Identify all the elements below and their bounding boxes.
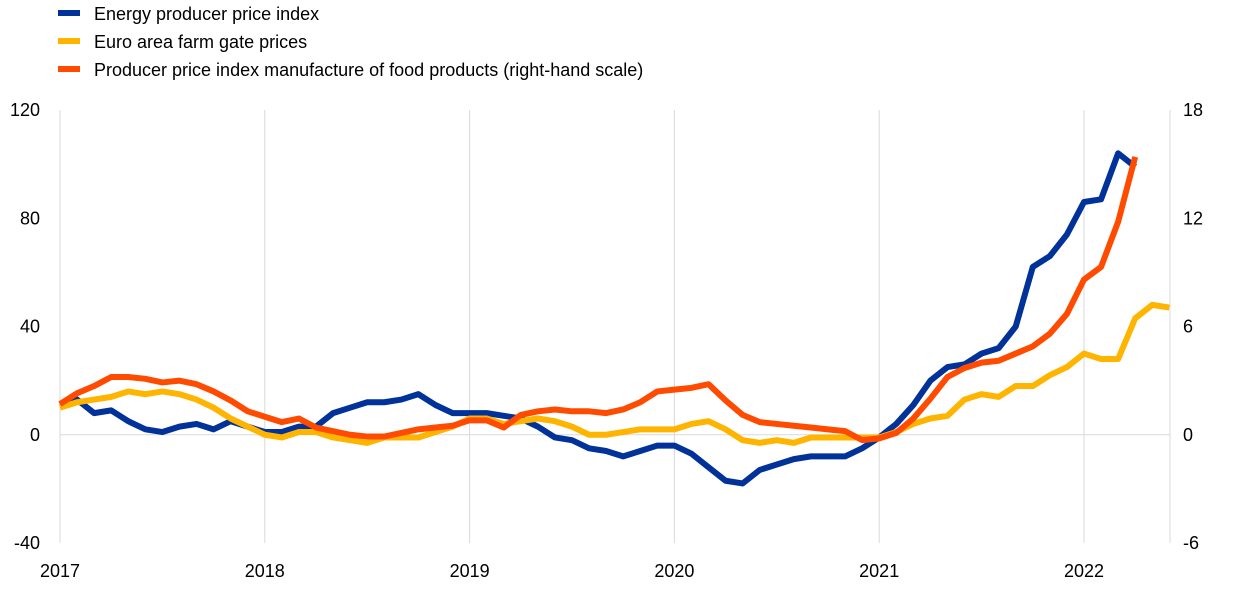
legend: Energy producer price index Euro area far…	[58, 4, 643, 80]
series-layer	[58, 150, 1170, 487]
y-right-tick-label: 12	[1183, 208, 1203, 228]
x-tick-label: 2019	[450, 561, 490, 581]
x-tick-label: 2018	[245, 561, 285, 581]
series-line-3	[58, 156, 1139, 444]
y-left-tick-label: 0	[30, 425, 40, 445]
y-left-tick-label: 40	[20, 317, 40, 337]
x-tick-label: 2020	[654, 561, 694, 581]
y-right-tick-label: -6	[1183, 533, 1199, 553]
legend-label: Energy producer price index	[94, 4, 319, 24]
legend-swatch	[58, 10, 80, 16]
x-tick-label: 2022	[1064, 561, 1104, 581]
grid-lines	[264, 110, 1085, 543]
y-left-tick-label: 80	[20, 208, 40, 228]
y-left-tick-label: -40	[14, 533, 40, 553]
y-right-tick-label: 18	[1183, 100, 1203, 120]
axes: 2017 2018 2019 2020 2021 2022 -40 0 40 80 120 -6 0 6 1…	[10, 100, 1203, 581]
legend-swatch	[58, 66, 80, 72]
y-right-tick-label: 0	[1183, 425, 1193, 445]
legend-label: Producer price index manufacture of food…	[94, 60, 643, 80]
legend-label: Euro area farm gate prices	[94, 32, 307, 52]
series-line-2	[59, 301, 1170, 446]
y-right-tick-label: 6	[1183, 317, 1193, 337]
y-left-tick-label: 120	[10, 100, 40, 120]
legend-swatch	[58, 38, 80, 44]
x-tick-label: 2017	[40, 561, 80, 581]
x-tick-label: 2021	[859, 561, 899, 581]
